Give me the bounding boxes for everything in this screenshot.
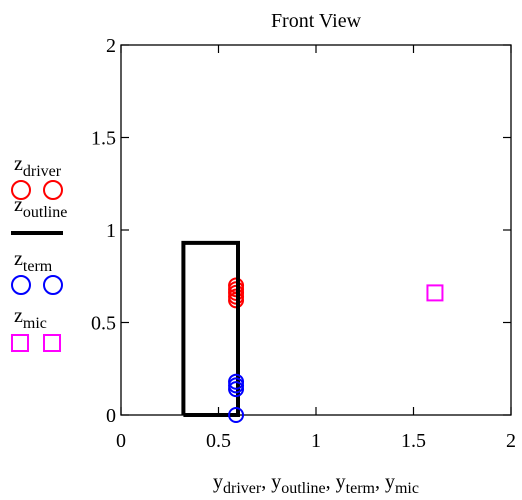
- y-tick-label: 0: [106, 405, 116, 427]
- y-tick-label: 2: [106, 35, 116, 57]
- legend: zdriver zoutline zterm zmic: [11, 153, 67, 352]
- x-tick-label: 1: [311, 430, 321, 452]
- x-tick-label: 0.5: [206, 430, 231, 452]
- legend-label-driver: zdriver: [14, 153, 62, 180]
- plot-marks: [181, 240, 444, 423]
- legend-swatch-square: [11, 334, 29, 352]
- x-axis-label: ydriver, youtline, yterm, ymic: [213, 471, 419, 497]
- y-tick-label: 1.5: [91, 128, 116, 150]
- chart-title: Front View: [271, 10, 362, 32]
- legend-swatch-circle: [43, 275, 63, 295]
- legend-label-mic: zmic: [14, 305, 47, 332]
- y-tick-label: 1: [106, 220, 116, 242]
- x-tick-label: 1.5: [401, 430, 426, 452]
- legend-swatch-circle: [11, 275, 31, 295]
- y-tick-label: 0.5: [91, 313, 116, 335]
- point-term: [228, 407, 245, 423]
- legend-label-term: zterm: [14, 248, 53, 275]
- axes: 0 0.5 1 1.5 2 0 0.5 1 1.5 2: [91, 35, 516, 452]
- legend-label-outline: zoutline: [14, 194, 67, 221]
- plot-frame: [120, 44, 512, 416]
- series-outline-line: [181, 240, 240, 417]
- legend-swatch-square: [43, 334, 61, 352]
- x-tick-label: 0: [116, 430, 126, 452]
- point-mic: [426, 284, 444, 302]
- legend-swatch-circle: [43, 180, 63, 200]
- legend-swatch-circle: [11, 180, 31, 200]
- x-tick-label: 2: [506, 430, 516, 452]
- point-term: [228, 373, 245, 390]
